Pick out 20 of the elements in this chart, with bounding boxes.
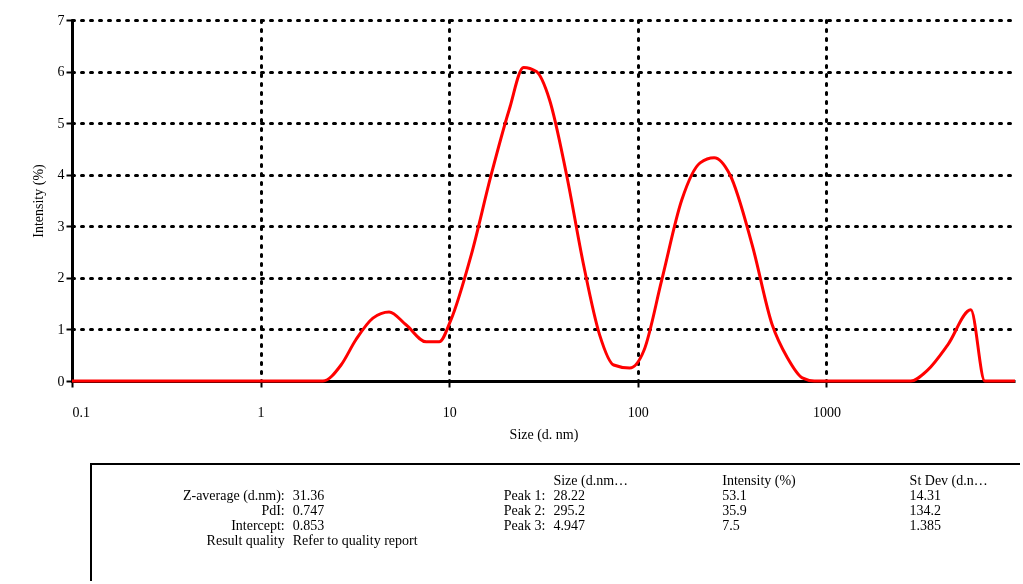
y-tick-label: 6 (57, 64, 65, 80)
y-tick-label: 1 (57, 321, 65, 337)
x-axis-title: Size (d. nm) (509, 426, 579, 443)
x-tick-label: 1000 (812, 404, 841, 420)
text: Result quality Refer to quality report (205, 533, 419, 548)
text: Intercept: 0.853 Peak 3: 4.947 7.5 1.385 (231, 518, 942, 533)
y-tick-label: 2 (57, 270, 65, 286)
y-axis-title: Intensity (%) (30, 163, 47, 238)
x-tick-label: 1 (257, 404, 265, 420)
y-tick-label: 4 (57, 167, 65, 183)
y-tick-label: 0 (57, 373, 65, 389)
y-tick-label: 3 (57, 218, 65, 234)
x-tick-label: 10 (442, 404, 457, 420)
x-tick-label: 100 (627, 404, 649, 420)
y-tick-label: 7 (57, 12, 65, 28)
text: Z-average (d.nm): 31.36 Peak 1: 28.22 53.1 14.31 (182, 488, 942, 503)
text: PdI: 0.747 Peak 2: 295.2 35.9 134.2 (261, 503, 942, 518)
x-tick-label: 0.1 (72, 404, 90, 420)
text: Size (d.nm… Intensity (%) St Dev (d.n… (553, 473, 988, 488)
y-tick-label: 5 (57, 115, 65, 131)
